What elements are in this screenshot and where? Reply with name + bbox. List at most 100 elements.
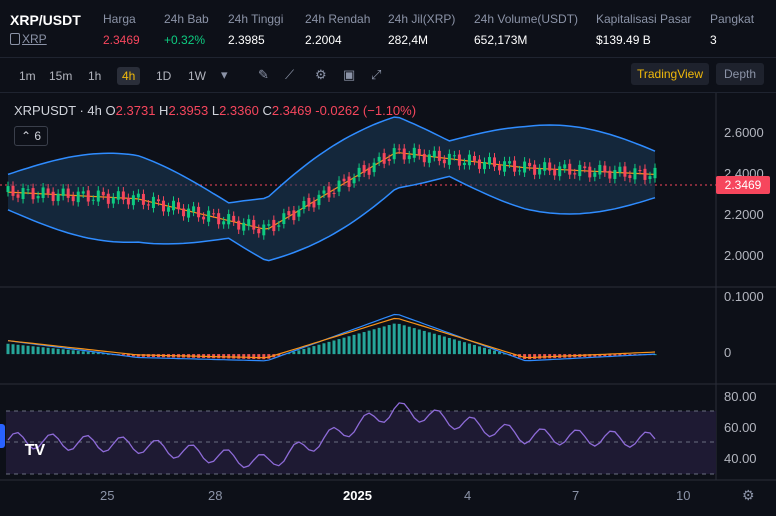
symbol-title[interactable]: XRP/USDT — [10, 12, 81, 28]
macd-histogram-bar — [126, 354, 130, 356]
candle-body — [302, 200, 306, 210]
candle-body — [237, 220, 241, 230]
candle-body — [563, 164, 567, 169]
candle-body — [457, 154, 461, 166]
macd-histogram-bar — [327, 341, 331, 355]
macd-histogram-bar — [598, 354, 602, 357]
tradingview-button[interactable]: TradingView — [631, 63, 709, 85]
candle-body — [357, 167, 361, 177]
timeframe-15m[interactable]: 15m — [49, 69, 73, 83]
depth-button[interactable]: Depth — [716, 63, 764, 85]
candle-body — [382, 153, 386, 164]
gear-icon[interactable]: ⚙ — [742, 487, 755, 503]
macd-histogram-bar — [6, 343, 10, 355]
bollinger-lower — [7, 175, 656, 262]
stat-volume-usdt: 24h Volume(USDT) 652,173M — [474, 12, 579, 47]
candle-body — [287, 211, 291, 216]
candle-body — [227, 214, 231, 225]
macd-histogram-bar — [613, 354, 617, 356]
timeframe-1h[interactable]: 1h — [88, 69, 102, 83]
candle-body — [106, 193, 110, 204]
candle-body — [538, 168, 542, 175]
candle-body — [51, 191, 55, 202]
macd-histogram-bar — [387, 325, 391, 355]
macd-histogram-bar — [96, 352, 100, 355]
macd-histogram-bar — [332, 340, 336, 355]
price-chart[interactable] — [0, 93, 776, 516]
chevron-up-icon: ⌃ — [20, 129, 32, 143]
rsi-line — [7, 402, 656, 469]
timeframe-4h[interactable]: 4h — [117, 67, 141, 85]
candle-body — [86, 190, 90, 202]
candle-body — [427, 154, 431, 163]
save-icon[interactable]: ▣ — [343, 67, 356, 82]
macd-histogram-bar — [31, 346, 35, 355]
candle-body — [116, 191, 120, 200]
macd-histogram-bar — [538, 354, 542, 359]
candle-body — [578, 164, 582, 177]
price-tick: 2.6000 — [724, 125, 764, 140]
candle-body — [197, 206, 201, 218]
candle-body — [282, 213, 286, 225]
macd-histogram-bar — [36, 346, 40, 355]
candle-body — [618, 166, 622, 173]
timeframe-1d[interactable]: 1D — [156, 69, 172, 83]
candle-body — [56, 193, 60, 202]
candle-body — [613, 170, 617, 179]
timeframe-1w[interactable]: 1W — [188, 69, 206, 83]
candle-body — [217, 213, 221, 225]
macd-histogram-bar — [26, 345, 30, 355]
asset-link[interactable]: XRP — [22, 32, 47, 46]
macd-histogram-bar — [367, 330, 371, 355]
candle-body — [131, 195, 135, 206]
candle-body — [222, 221, 226, 225]
macd-histogram-bar — [247, 354, 251, 359]
candle-body — [182, 208, 186, 217]
candle-body — [643, 168, 647, 180]
pencil-icon[interactable]: ✎ — [258, 67, 269, 82]
candle-body — [387, 159, 391, 162]
stat-value: +0.32% — [164, 33, 206, 47]
macd-histogram-bar — [312, 346, 316, 355]
macd-histogram-bar — [121, 354, 125, 356]
line-chart-icon[interactable]: ⟋ — [285, 67, 295, 82]
side-panel-handle[interactable] — [0, 424, 5, 448]
macd-histogram-bar — [523, 354, 527, 360]
x-tick: 7 — [572, 488, 580, 503]
stat-value: 2.2004 — [305, 33, 342, 47]
candle-body — [573, 173, 577, 175]
candle-body — [292, 210, 296, 221]
candle-body — [232, 215, 236, 222]
candle-body — [11, 185, 15, 196]
gear-icon[interactable]: ⚙ — [315, 67, 327, 82]
timeframe-1m[interactable]: 1m — [19, 69, 36, 83]
macd-histogram-bar — [66, 349, 70, 355]
candle-body — [472, 156, 476, 161]
candle-body — [598, 164, 602, 175]
macd-tick: 0 — [724, 345, 732, 360]
macd-histogram-bar — [503, 353, 507, 355]
candle-body — [212, 213, 216, 215]
candle-body — [528, 162, 532, 167]
candle-body — [623, 166, 627, 177]
macd-histogram-bar — [447, 337, 451, 355]
chevron-down-icon[interactable]: ▾ — [221, 67, 228, 82]
macd-histogram-bar — [342, 337, 346, 355]
candle-body — [297, 210, 301, 217]
macd-histogram-bar — [593, 354, 597, 357]
candle-body — [81, 191, 85, 194]
macd-histogram-bar — [337, 339, 341, 355]
candle-body — [482, 161, 486, 170]
fullscreen-icon[interactable]: ⤢ — [371, 67, 382, 82]
candle-body — [36, 196, 40, 199]
indicator-toggle[interactable]: ⌃ 6 — [14, 126, 48, 146]
price-tick: 2.2000 — [724, 207, 764, 222]
macd-histogram-bar — [71, 350, 75, 355]
macd-histogram-bar — [402, 325, 406, 355]
open-value: 2.3731 — [115, 103, 156, 118]
candle-body — [518, 170, 522, 172]
candle-body — [161, 200, 165, 212]
candle-body — [377, 156, 381, 162]
candle-body — [136, 193, 140, 198]
candle-body — [437, 150, 441, 161]
